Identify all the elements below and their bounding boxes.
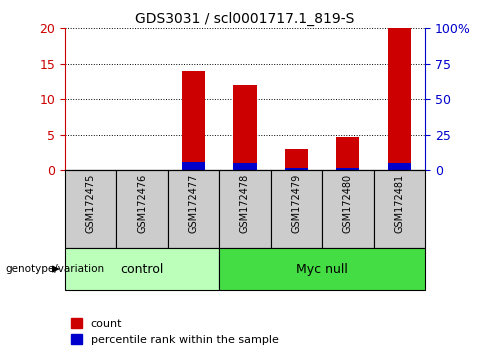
Bar — [388, 163, 411, 170]
Bar — [388, 28, 411, 170]
Text: GSM172481: GSM172481 — [394, 174, 404, 233]
Bar — [234, 163, 256, 170]
Text: GSM172480: GSM172480 — [343, 174, 353, 233]
Text: GSM172479: GSM172479 — [292, 174, 302, 233]
Bar — [220, 170, 270, 248]
Bar — [65, 170, 116, 248]
Text: control: control — [120, 263, 164, 275]
Bar — [285, 149, 308, 170]
Bar — [168, 170, 220, 248]
Text: GSM172477: GSM172477 — [188, 174, 198, 233]
Bar — [234, 85, 256, 170]
Bar — [182, 71, 205, 170]
Title: GDS3031 / scl0001717.1_819-S: GDS3031 / scl0001717.1_819-S — [136, 12, 354, 26]
Text: GSM172476: GSM172476 — [137, 174, 147, 233]
Text: GSM172475: GSM172475 — [86, 174, 96, 233]
Bar — [374, 170, 425, 248]
Text: genotype/variation: genotype/variation — [5, 264, 104, 274]
Text: Myc null: Myc null — [296, 263, 348, 275]
Legend: count, percentile rank within the sample: count, percentile rank within the sample — [70, 319, 278, 345]
Bar — [270, 170, 322, 248]
Bar — [116, 170, 168, 248]
Bar — [322, 170, 374, 248]
Bar — [285, 169, 308, 170]
Bar — [65, 248, 220, 290]
Bar — [336, 168, 359, 170]
Bar — [336, 137, 359, 170]
Text: GSM172478: GSM172478 — [240, 174, 250, 233]
Bar — [220, 248, 425, 290]
Bar — [182, 162, 205, 170]
